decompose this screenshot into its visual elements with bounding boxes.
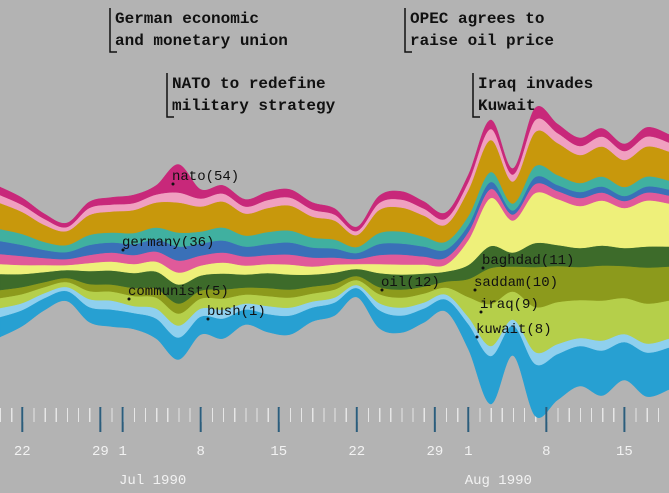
term-dot — [171, 182, 175, 186]
term-dot — [380, 288, 384, 292]
x-tick-label: 1 — [118, 444, 126, 460]
annotation-text: and monetary union — [115, 32, 288, 50]
term-dot — [475, 335, 479, 339]
x-tick-label: 8 — [196, 444, 204, 460]
annotation-bracket — [472, 73, 480, 118]
term-label: germany(36) — [122, 235, 214, 251]
term-dot — [481, 266, 485, 270]
annotation-text: German economic — [115, 10, 259, 28]
annotation-text: Iraq invades — [478, 75, 593, 93]
term-label: iraq(9) — [480, 297, 539, 313]
annotation-text: raise oil price — [410, 32, 554, 50]
annotation-bracket — [404, 8, 412, 53]
x-tick-label: 22 — [348, 444, 365, 460]
term-dot — [121, 248, 125, 252]
term-label: baghdad(11) — [482, 253, 574, 269]
x-tick-label: 8 — [542, 444, 550, 460]
annotation-bracket — [109, 8, 117, 53]
month-label: Jul 1990 — [119, 473, 186, 489]
x-tick-label: 22 — [14, 444, 31, 460]
stream-layer — [0, 106, 669, 232]
term-dot — [473, 288, 477, 292]
x-tick-label: 15 — [616, 444, 633, 460]
minor-ticks — [0, 408, 669, 422]
x-tick-label: 15 — [270, 444, 287, 460]
term-label: nato(54) — [172, 169, 239, 185]
annotation-text: OPEC agrees to — [410, 10, 544, 28]
x-tick-label: 1 — [464, 444, 472, 460]
term-label: oil(12) — [381, 275, 440, 291]
term-label: communist(5) — [128, 284, 229, 300]
annotation-text: NATO to redefine — [172, 75, 326, 93]
term-label: saddam(10) — [474, 275, 558, 291]
annotation-text: military strategy — [172, 97, 336, 115]
term-dot — [206, 317, 210, 321]
month-label: Aug 1990 — [465, 473, 532, 489]
term-dot — [479, 310, 483, 314]
annotation-bracket — [166, 73, 174, 118]
term-dot — [127, 297, 131, 301]
x-tick-label: 29 — [92, 444, 109, 460]
x-tick-label: 29 — [426, 444, 443, 460]
annotation-text: Kuwait — [478, 97, 536, 115]
term-label: kuwait(8) — [476, 322, 552, 338]
term-label: bush(1) — [207, 304, 266, 320]
